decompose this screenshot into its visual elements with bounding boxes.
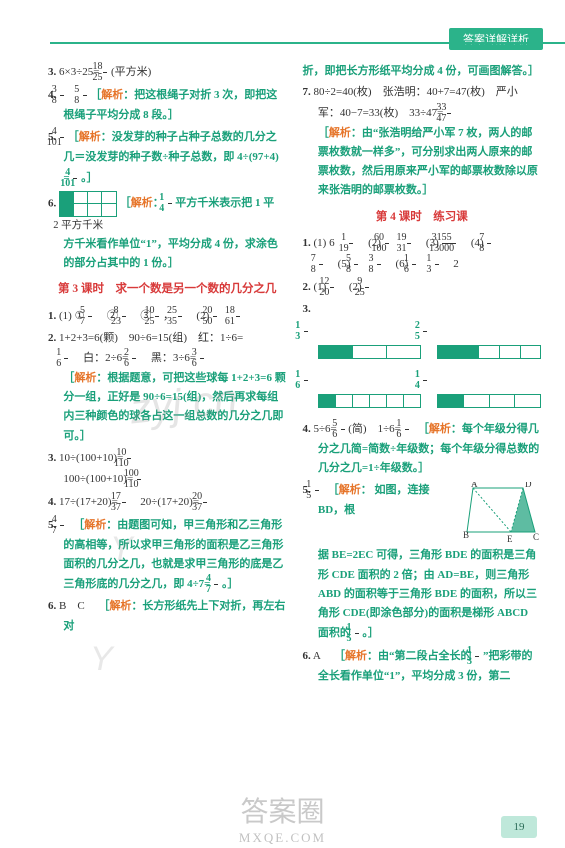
header-tab: 答案详解详析 (449, 28, 543, 50)
q4-frac2: 58 (83, 85, 87, 106)
svg-text:C: C (533, 532, 539, 542)
bar-1-3: 13 (318, 321, 422, 362)
r-q7: 7. 80÷2=40(枚) 张浩明：40+7=47(枚) 严小 军：40−7=3… (303, 83, 542, 200)
q5-frac: 4101 (60, 127, 64, 148)
s4q6: 6. A ［解析：由“第二段占全长的 13 ”把彩带的全长看作单位“1”，平均分… (303, 646, 542, 686)
s3q5: 5. 47 ［解析：由题图可知，甲三角形和乙三角形的高相等，所以求甲三角形的面积… (48, 515, 287, 596)
q4-ans: ［解析：把这根绳子对折 3 次，即把这根绳子平均分成 8 段。］ (63, 89, 277, 121)
q6-num: 6. (48, 197, 56, 209)
q6-ans-cont: 方千米看作单位“1”，平均分成 4 份，求涂色的部分占其中的 1 份。］ (63, 238, 278, 269)
r-cont6: 折，即把长方形纸平均分成 4 份，可画图解答。］ (303, 62, 542, 81)
s4q1: 1. (1) 6 119 (2) 60100 1931 (3) 31551300… (303, 233, 542, 275)
page: 答案详解详析 3. 6×3÷25= 1825 (平方米) 4. 38 58 ［解… (0, 0, 565, 848)
s4q5: 5. 15 ［解析： A D B E C 如图，连接 BD，根 (303, 480, 542, 644)
right-column: 折，即把长方形纸平均分成 4 份，可画图解答。］ 7. 80÷2=40(枚) 张… (303, 62, 542, 820)
s3q4: 4. 17÷(17+20)= 1737 20÷(17+20)= 2037 (48, 492, 287, 513)
svg-text:D: D (525, 482, 532, 489)
bar-1-4: 14 (437, 370, 541, 411)
left-column: 3. 6×3÷25= 1825 (平方米) 4. 38 58 ［解析：把这根绳子… (48, 62, 287, 820)
q6: 6. ［解析： 14 平方千米表示把 1 平 2 平方千米 方千米看作单位“1”… (48, 191, 287, 274)
s3q3: 3. 10÷(100+10)= 10110 100÷(100+10)= 1001… (48, 448, 287, 490)
section-3-title: 第 3 课时 求一个数是另一个数的几分之几 (48, 279, 287, 299)
q5-ans: ［解析：没发芽的种子占种子总数的几分之几＝没发芽的种子数÷种子总数，即 4÷(9… (63, 131, 278, 183)
s3q2-ans: ［解析：根据题意，可把这些球每 1+2+3=6 颗分一组，正好是 90÷6=15… (63, 372, 285, 442)
trapezoid-diagram: A D B E C (463, 482, 541, 544)
svg-text:A: A (471, 482, 478, 489)
s4q5-body: 据 BE=2EC 可得，三角形 BDE 的面积是三角形 CDE 面积的 2 倍；… (318, 549, 537, 639)
q6-ans-top: ［解析： 14 平方千米表示把 1 平 (120, 197, 275, 209)
q3: 3. 6×3÷25= 1825 (平方米) (48, 62, 287, 83)
r-q7-num: 7. (303, 86, 311, 98)
s4q1-num: 1. (303, 237, 311, 249)
svg-text:B: B (463, 530, 469, 540)
s4q4: 4. 5÷6= 56 (简) 1÷6= 16 ［解析：每个年级分得几分之几简=简… (303, 419, 542, 479)
bar-2-5: 25 (437, 321, 541, 362)
q3-text-b: (平方米) (111, 66, 151, 78)
q5: 5. 4101 ［解析：没发芽的种子占种子总数的几分之几＝没发芽的种子数÷种子总… (48, 127, 287, 188)
s3q6: 6. B C ［解析：长方形纸先上下对折，再左右对 (48, 597, 287, 636)
section-4-title: 第 4 课时 练习课 (303, 207, 542, 227)
s4q6-num: 6. (303, 650, 311, 662)
s3q2: 2. 1+2+3=6(颗) 90÷6=15(组) 红：1÷6= 16 白：2÷6… (48, 329, 287, 446)
s3q6-num: 6. (48, 600, 56, 612)
s4q2-num: 2. (303, 281, 311, 293)
svg-text:E: E (507, 534, 513, 544)
s4q3: 3. 13 25 16 (303, 300, 542, 417)
q6-grid (59, 191, 117, 217)
header-line (0, 42, 565, 44)
s3q5-ans: ［解析：由题图可知，甲三角形和乙三角形的高相等，所以求甲三角形的面积是乙三角形面… (63, 519, 283, 591)
watermark-bottom-sub: MXQE.COM (239, 830, 326, 846)
q4-frac1: 38 (60, 85, 64, 106)
s3q6-ans: ［解析：长方形纸先上下对折，再左右对 (63, 600, 285, 631)
bar-1-6: 16 (318, 370, 422, 411)
q4: 4. 38 58 ［解析：把这根绳子对折 3 次，即把这根绳子平均分成 8 段。… (48, 85, 287, 125)
r-q7-ans: ［解析：由“张浩明给严小军 7 枚，两人的邮票枚数就一样多”，可分别求出两人原来… (318, 127, 538, 197)
q6-caption: 2 平方千米 (63, 217, 286, 235)
s3q3-num: 3. (48, 452, 56, 464)
s4q6-ans: ［解析：由“第二段占全长的 13 ”把彩带的全长看作单位“1”，平均分成 3 份… (318, 650, 533, 682)
s4q3-num: 3. (303, 303, 311, 315)
s4q4-num: 4. (303, 423, 311, 435)
q3-num: 3. (48, 66, 56, 78)
s3q2-num: 2. (48, 332, 56, 344)
s3q1: 1. (1) ① 57 ② 823 ③ 1025 ， 2535 (2) 2050… (48, 306, 287, 327)
q3-frac: 1825 (103, 62, 107, 83)
s3q1-num: 1. (48, 310, 56, 322)
s3q4-num: 4. (48, 496, 56, 508)
page-number: 19 (501, 816, 537, 838)
columns: 3. 6×3÷25= 1825 (平方米) 4. 38 58 ［解析：把这根绳子… (48, 62, 541, 820)
s4q2: 2. (1) 1220 (2) 925 (303, 277, 542, 298)
